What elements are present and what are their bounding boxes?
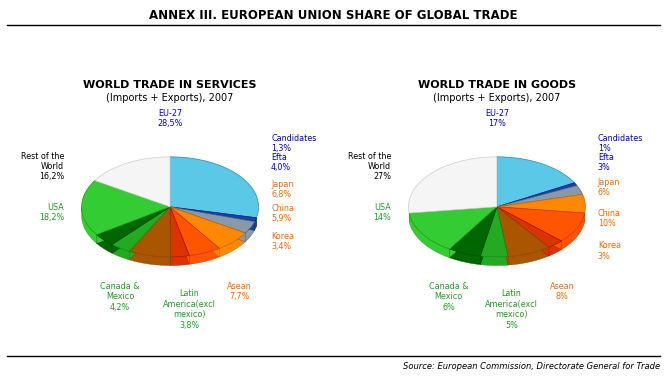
Polygon shape (81, 207, 97, 243)
Polygon shape (450, 207, 497, 258)
Polygon shape (549, 241, 562, 256)
Polygon shape (497, 207, 549, 257)
Polygon shape (171, 255, 189, 265)
Text: Canada &
Mexico
6%: Canada & Mexico 6% (429, 282, 469, 312)
Polygon shape (129, 251, 171, 265)
Text: China
10%: China 10% (598, 209, 621, 228)
Text: China
5,9%: China 5,9% (271, 204, 294, 223)
Text: Korea
3,4%: Korea 3,4% (271, 232, 294, 251)
Polygon shape (170, 207, 256, 226)
Text: Rest of the
World
27%: Rest of the World 27% (348, 152, 391, 182)
Text: ANNEX III. EUROPEAN UNION SHARE OF GLOBAL TRADE: ANNEX III. EUROPEAN UNION SHARE OF GLOBA… (149, 9, 518, 22)
Polygon shape (497, 183, 577, 207)
Polygon shape (170, 207, 255, 230)
Text: Latin
America(excl
mexico)
3,8%: Latin America(excl mexico) 3,8% (163, 290, 215, 330)
Text: Candidates
1%: Candidates 1% (598, 134, 643, 153)
Polygon shape (497, 207, 549, 256)
Polygon shape (170, 207, 245, 242)
Polygon shape (97, 207, 170, 244)
Polygon shape (97, 235, 112, 253)
Polygon shape (480, 207, 497, 265)
Polygon shape (497, 207, 562, 247)
Text: Japan
6,8%: Japan 6,8% (271, 180, 293, 199)
Text: Canada &
Mexico
4,2%: Canada & Mexico 4,2% (100, 282, 140, 312)
Polygon shape (450, 249, 480, 265)
Polygon shape (480, 207, 508, 257)
Text: Rest of the
World
16,2%: Rest of the World 16,2% (21, 152, 64, 182)
Polygon shape (497, 157, 574, 207)
Polygon shape (245, 222, 255, 242)
Polygon shape (189, 248, 219, 264)
Text: Efta
4,0%: Efta 4,0% (271, 153, 291, 172)
Polygon shape (112, 244, 129, 260)
Polygon shape (497, 207, 585, 241)
Polygon shape (112, 207, 170, 253)
Polygon shape (170, 207, 256, 222)
Polygon shape (497, 207, 562, 250)
Polygon shape (170, 207, 255, 230)
Text: Korea
3%: Korea 3% (598, 241, 621, 261)
Polygon shape (170, 207, 219, 255)
Text: WORLD TRADE IN GOODS: WORLD TRADE IN GOODS (418, 80, 576, 90)
Polygon shape (408, 157, 497, 213)
Text: Asean
7,7%: Asean 7,7% (227, 282, 251, 301)
Text: Japan
6%: Japan 6% (598, 178, 620, 197)
Polygon shape (170, 207, 189, 264)
Text: (Imports + Exports), 2007: (Imports + Exports), 2007 (107, 93, 233, 103)
Polygon shape (409, 213, 450, 258)
Polygon shape (170, 207, 189, 257)
Polygon shape (170, 207, 255, 233)
Polygon shape (81, 180, 170, 235)
Text: WORLD TRADE IN SERVICES: WORLD TRADE IN SERVICES (83, 80, 257, 90)
Polygon shape (255, 218, 256, 230)
Text: Source: European Commission, Directorate General for Trade: Source: European Commission, Directorate… (404, 362, 660, 371)
Polygon shape (112, 207, 170, 251)
Polygon shape (170, 207, 245, 242)
Polygon shape (480, 207, 497, 265)
Polygon shape (480, 256, 508, 265)
Text: Asean
8%: Asean 8% (550, 282, 574, 301)
Polygon shape (170, 157, 259, 218)
Text: (Imports + Exports), 2007: (Imports + Exports), 2007 (434, 93, 560, 103)
Polygon shape (562, 213, 585, 250)
Polygon shape (497, 207, 508, 265)
Text: USA
14%: USA 14% (374, 203, 391, 222)
Polygon shape (112, 207, 170, 253)
Polygon shape (497, 186, 582, 207)
Polygon shape (170, 207, 245, 248)
Polygon shape (219, 233, 245, 257)
Polygon shape (497, 207, 562, 250)
Polygon shape (170, 207, 219, 257)
Polygon shape (95, 157, 170, 207)
Polygon shape (409, 207, 497, 222)
Text: Efta
3%: Efta 3% (598, 153, 614, 172)
Polygon shape (129, 207, 171, 257)
Polygon shape (497, 194, 586, 213)
Text: EU-27
17%: EU-27 17% (485, 109, 509, 128)
Polygon shape (129, 207, 170, 260)
Text: USA
18,2%: USA 18,2% (39, 203, 64, 222)
Polygon shape (508, 247, 549, 265)
Polygon shape (497, 207, 549, 256)
Polygon shape (409, 207, 497, 249)
Text: Latin
America(excl
mexico)
5%: Latin America(excl mexico) 5% (485, 290, 538, 330)
Text: Candidates
1,3%: Candidates 1,3% (271, 134, 316, 153)
Polygon shape (450, 207, 497, 258)
Text: EU-27
28,5%: EU-27 28,5% (157, 109, 183, 128)
Polygon shape (450, 207, 497, 256)
Polygon shape (170, 207, 219, 257)
Polygon shape (97, 207, 170, 243)
Polygon shape (129, 207, 170, 260)
Polygon shape (497, 207, 508, 265)
Polygon shape (497, 207, 585, 222)
Polygon shape (97, 207, 170, 243)
Polygon shape (170, 207, 189, 264)
